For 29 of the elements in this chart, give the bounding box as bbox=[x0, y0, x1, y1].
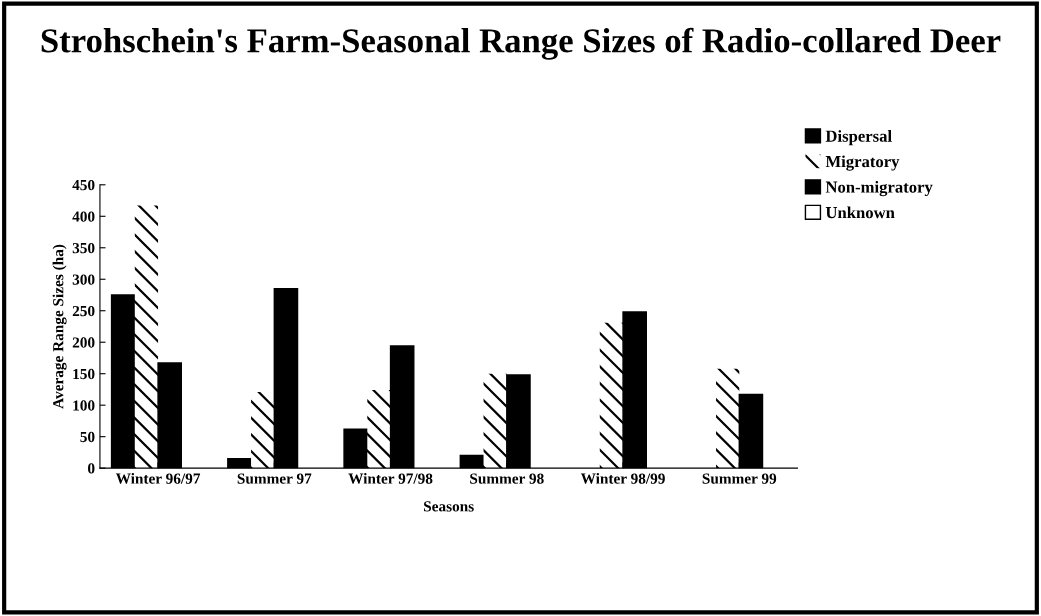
legend-label: Migratory bbox=[825, 155, 900, 171]
x-tick-label: Winter 98/99 bbox=[580, 473, 665, 484]
x-axis-title: Seasons bbox=[424, 501, 474, 512]
y-tick-label: 450 bbox=[72, 179, 95, 191]
y-tick-label: 50 bbox=[80, 431, 95, 443]
y-axis-title: Average Range Sizes (ha) bbox=[52, 244, 67, 409]
legend-label: Non-migratory bbox=[825, 180, 933, 197]
x-tick-label: Winter 96/97 bbox=[115, 473, 201, 484]
y-tick-label: 0 bbox=[88, 463, 95, 474]
x-tick-label: Summer 99 bbox=[702, 473, 777, 484]
x-tick-label: Summer 98 bbox=[470, 473, 544, 484]
bar bbox=[134, 205, 159, 469]
y-tick-label: 400 bbox=[72, 211, 95, 222]
bar bbox=[599, 322, 624, 469]
y-tick-label: 200 bbox=[72, 337, 95, 348]
y-tick-label: 250 bbox=[72, 305, 95, 317]
x-tick-label: Winter 97/98 bbox=[348, 473, 433, 484]
chart-title: Strohschein's Farm-Seasonal Range Sizes of Radio-collared Deer bbox=[41, 27, 1001, 60]
y-tick-label: 100 bbox=[73, 400, 95, 411]
legend-label: Unknown bbox=[825, 206, 895, 219]
bar bbox=[483, 373, 507, 469]
bar bbox=[251, 391, 275, 469]
bar bbox=[716, 368, 740, 469]
bar bbox=[367, 390, 391, 469]
y-tick-label: 350 bbox=[72, 242, 95, 254]
x-tick-label: Summer 97 bbox=[237, 473, 312, 484]
y-tick-label: 300 bbox=[72, 274, 95, 285]
legend-label: Dispersal bbox=[825, 130, 892, 146]
y-tick-label: 150 bbox=[73, 368, 95, 380]
